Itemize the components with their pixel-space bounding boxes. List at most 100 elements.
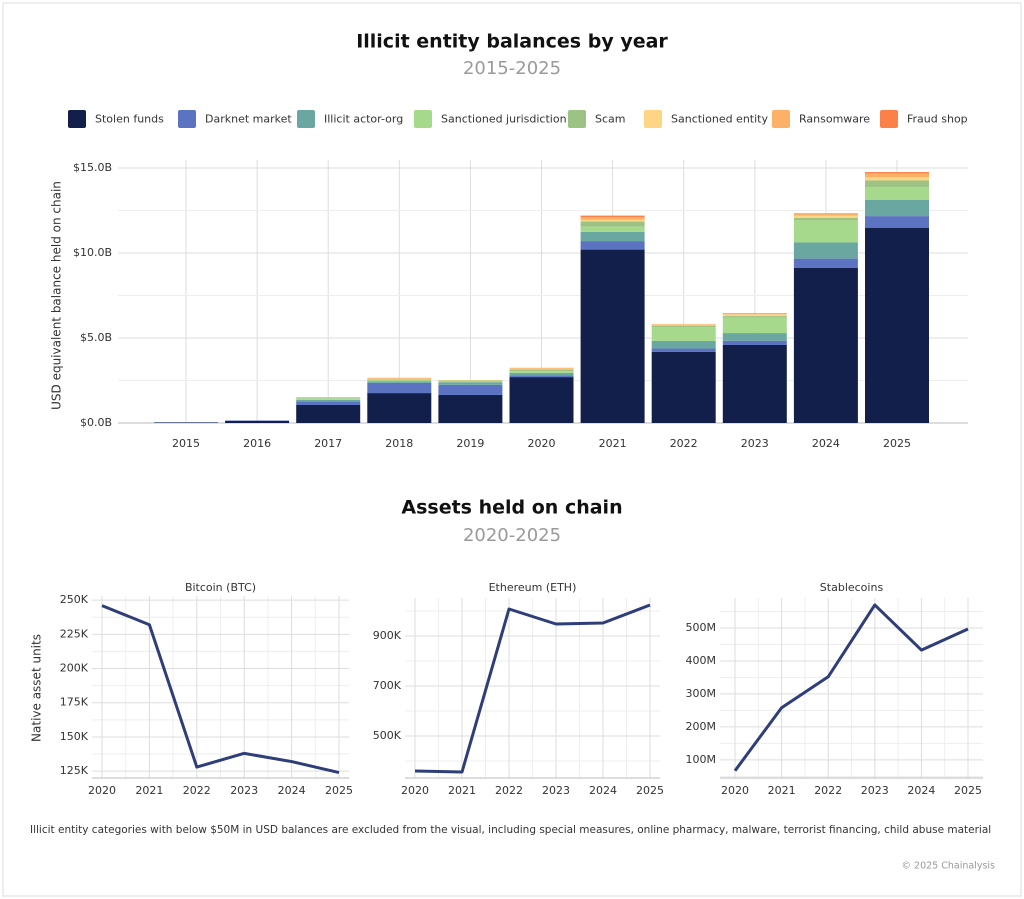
bar-segment [651, 325, 716, 328]
bar-segment [865, 228, 929, 423]
bar-segment [793, 242, 858, 259]
bar-segment [580, 241, 645, 250]
chart-title: Illicit entity balances by year [356, 31, 668, 53]
y-tick-label: 150K [60, 730, 89, 743]
bar-segment [722, 344, 787, 423]
bar-segment [438, 382, 503, 385]
line [414, 603, 651, 774]
x-tick-label: 2015 [172, 437, 200, 450]
legend-swatch [68, 110, 86, 128]
x-tick-label: 2020 [401, 784, 429, 797]
x-tick-label: 2023 [861, 784, 889, 797]
panel-title: Bitcoin (BTC) [185, 581, 256, 594]
x-tick-label: 2021 [448, 784, 476, 797]
bar-segment [793, 215, 858, 218]
bar-segment [722, 314, 787, 317]
bar-segment [438, 379, 503, 381]
bar-segment [651, 348, 716, 352]
bar-segment [580, 226, 645, 232]
x-tick-label: 2023 [542, 784, 570, 797]
bar-segment [580, 221, 645, 227]
bar-segment [793, 217, 858, 221]
x-tick-label: 2020 [528, 437, 556, 450]
legend-label: Illicit actor-org [324, 113, 403, 126]
x-tick-label: 2023 [230, 784, 258, 797]
bar-segment [865, 216, 929, 229]
legend-swatch [644, 110, 662, 128]
bar-segment [438, 384, 503, 395]
bar-segment [367, 379, 432, 381]
x-tick-label: 2025 [954, 784, 982, 797]
bar-segment [580, 249, 645, 423]
panel-title: Stablecoins [820, 581, 884, 594]
bar-segment [296, 397, 361, 399]
x-tick-label: 2022 [495, 784, 523, 797]
bar-segment [509, 369, 574, 372]
y-tick-label: 400M [686, 654, 717, 667]
bar-segment [580, 219, 645, 222]
bar-segment [154, 422, 218, 423]
bar-segment [509, 375, 574, 378]
x-tick-label: 2020 [88, 784, 116, 797]
x-tick-label: 2019 [456, 437, 484, 450]
y-axis-label: USD equivalent balance held on chain [50, 181, 64, 410]
bar-segment [509, 377, 574, 423]
legend-swatch [297, 110, 315, 128]
bar-segment [651, 340, 716, 349]
y-tick-label: 175K [60, 696, 89, 709]
legend-label: Sanctioned jurisdiction [441, 113, 567, 126]
bar-segment [865, 173, 929, 178]
legend-swatch [880, 110, 898, 128]
x-tick-label: 2016 [243, 437, 271, 450]
bar-segment [793, 220, 858, 243]
bar-segment [438, 381, 503, 383]
y-tick-label: 125K [60, 764, 89, 777]
x-tick-label: 2017 [314, 437, 342, 450]
legend-label: Sanctioned entity [671, 113, 768, 126]
legend-swatch [568, 110, 586, 128]
legend-swatch [414, 110, 432, 128]
bar-segment [296, 401, 361, 405]
bar-segment [509, 367, 574, 369]
chart-subtitle: 2015-2025 [463, 58, 561, 79]
y-tick-label: 500M [686, 621, 717, 634]
x-tick-label: 2022 [814, 784, 842, 797]
bar-segment [438, 394, 503, 423]
legend-label: Fraud shop [907, 113, 968, 126]
bar-segment [865, 180, 929, 188]
x-tick-label: 2021 [599, 437, 627, 450]
y-tick-label: 900K [373, 629, 402, 642]
legend-label: Ransomware [799, 113, 870, 126]
line [733, 603, 969, 772]
bar-segment [509, 371, 574, 373]
bar-segment [722, 333, 787, 341]
bar-segment [367, 380, 432, 382]
y-tick-label: $0.0B [80, 416, 112, 429]
bar-segment [580, 215, 645, 218]
x-tick-label: 2024 [278, 784, 306, 797]
bar-segment [367, 378, 432, 380]
legend-swatch [772, 110, 790, 128]
chart-title: Assets held on chain [401, 497, 622, 519]
x-tick-label: 2024 [812, 437, 840, 450]
bar-segment [509, 372, 574, 376]
x-tick-label: 2021 [768, 784, 796, 797]
legend-label: Darknet market [205, 113, 292, 126]
bar-segment [651, 324, 716, 326]
bar-segment [367, 381, 432, 383]
bar-segment [651, 327, 716, 341]
bar-segment [722, 313, 787, 315]
y-tick-label: 300M [686, 687, 717, 700]
x-tick-label: 2022 [670, 437, 698, 450]
bar-segment [367, 377, 432, 379]
x-tick-label: 2021 [135, 784, 163, 797]
chart-subtitle: 2020-2025 [463, 525, 561, 546]
x-tick-label: 2024 [907, 784, 935, 797]
bar-segment [865, 187, 929, 200]
bar-segment [225, 420, 290, 423]
panel-title: Ethereum (ETH) [489, 581, 577, 594]
bar-segment [651, 351, 716, 423]
y-tick-label: 225K [60, 627, 89, 640]
y-tick-label: 200M [686, 720, 717, 733]
y-tick-label: $5.0B [80, 331, 112, 344]
